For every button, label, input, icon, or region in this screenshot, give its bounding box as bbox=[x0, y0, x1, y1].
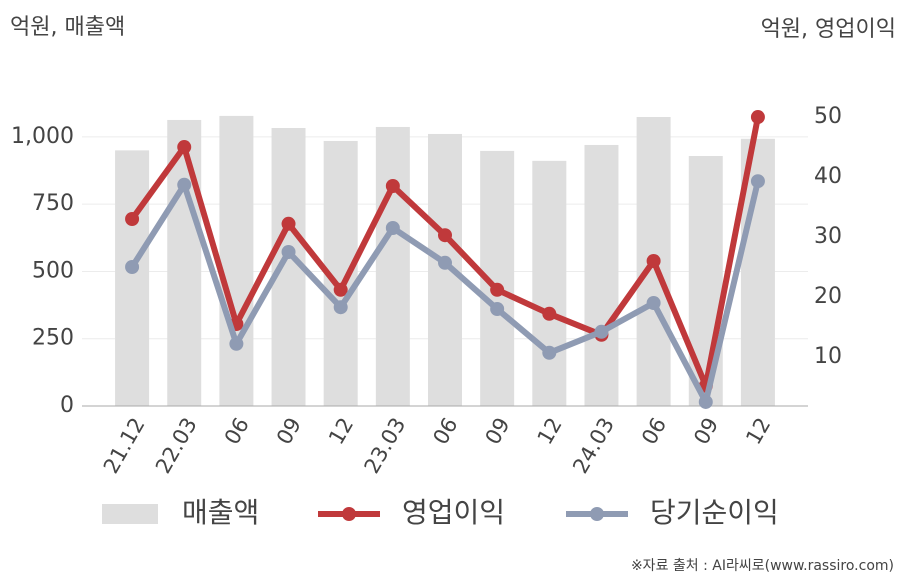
point bbox=[385, 179, 400, 194]
legend-swatch bbox=[590, 507, 604, 521]
y-tick-label: 250 bbox=[32, 326, 74, 351]
y-tick-label: 0 bbox=[60, 393, 74, 418]
x-tick-label: 09 bbox=[272, 414, 306, 449]
point bbox=[438, 255, 452, 270]
point bbox=[333, 300, 348, 315]
point bbox=[542, 345, 557, 360]
bar bbox=[584, 144, 619, 406]
x-tick-label: 24.03 bbox=[568, 414, 619, 478]
point bbox=[125, 212, 140, 227]
bar bbox=[375, 126, 410, 406]
point bbox=[177, 140, 192, 155]
x-tick-label: 12 bbox=[324, 414, 358, 449]
bar bbox=[532, 160, 567, 406]
y2-tick-label: 50 bbox=[814, 104, 842, 129]
point bbox=[333, 282, 348, 297]
y-tick-label: 500 bbox=[32, 258, 74, 283]
legend-swatch bbox=[102, 504, 158, 524]
y2-axis-label: 억원, 영업이익 bbox=[761, 17, 896, 42]
x-tick-label: 06 bbox=[220, 414, 254, 449]
legend-label: 당기순이익 bbox=[650, 496, 779, 529]
source: ※자료 출처 : AI라씨로(www.rassiro.com) bbox=[631, 558, 894, 574]
x-tick-label: 21.12 bbox=[99, 414, 150, 478]
y-tick-label: 750 bbox=[32, 191, 74, 216]
point bbox=[646, 253, 661, 268]
point bbox=[542, 306, 557, 321]
legend-label: 매출액 bbox=[182, 496, 259, 529]
x-tick-label: 09 bbox=[481, 413, 515, 448]
y-axis-label: 억원, 매출액 bbox=[10, 15, 125, 40]
point bbox=[490, 282, 505, 297]
point bbox=[385, 221, 400, 236]
bar bbox=[688, 156, 723, 406]
x-tick-label: 12 bbox=[741, 414, 775, 449]
y2-tick-label: 30 bbox=[814, 224, 842, 249]
point bbox=[490, 301, 505, 316]
y-tick-label: 1,000 bbox=[11, 124, 74, 149]
x-tick-label: 09 bbox=[689, 414, 723, 449]
y2-tick-label: 40 bbox=[814, 164, 842, 189]
point bbox=[646, 295, 661, 310]
x-tick-label: 22.03 bbox=[151, 414, 202, 478]
x-tick-label: 12 bbox=[533, 414, 567, 449]
point bbox=[281, 245, 296, 260]
point bbox=[698, 394, 713, 409]
y2-tick-label: 20 bbox=[814, 284, 842, 309]
point bbox=[438, 228, 452, 243]
point bbox=[281, 216, 296, 231]
point bbox=[177, 177, 192, 192]
point bbox=[125, 259, 140, 274]
bar bbox=[219, 115, 254, 407]
y2-tick-label: 10 bbox=[814, 344, 842, 369]
point bbox=[229, 336, 244, 351]
x-tick-label: 06 bbox=[428, 414, 462, 449]
point bbox=[750, 110, 765, 125]
legend-swatch bbox=[342, 507, 356, 521]
point bbox=[750, 174, 765, 189]
bar bbox=[115, 150, 150, 406]
x-tick-label: 23.03 bbox=[360, 414, 411, 478]
x-tick-label: 06 bbox=[637, 414, 671, 449]
point bbox=[594, 324, 609, 339]
legend-label: 영업이익 bbox=[402, 496, 505, 529]
